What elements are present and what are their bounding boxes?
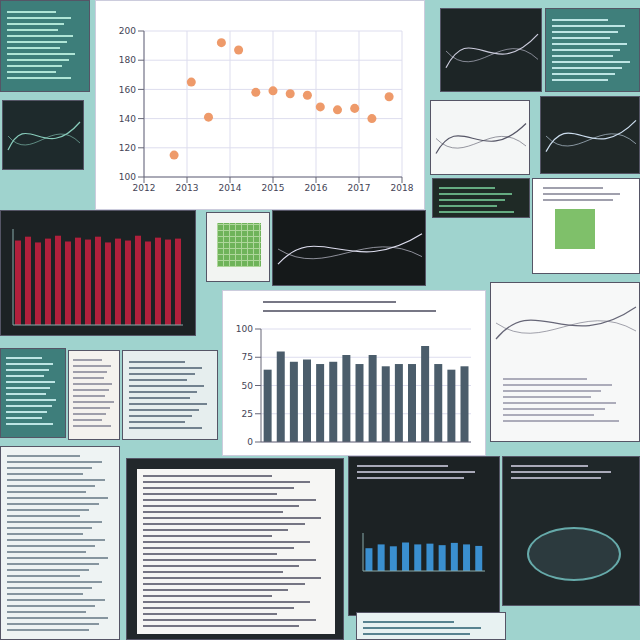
svg-text:140: 140 [119,114,136,124]
svg-text:100: 100 [236,324,253,334]
svg-text:2016: 2016 [305,183,328,193]
svg-text:180: 180 [119,55,136,65]
svg-text:160: 160 [119,85,136,95]
svg-text:2018: 2018 [391,183,414,193]
svg-text:2014: 2014 [219,183,242,193]
svg-text:200: 200 [119,26,136,36]
svg-text:75: 75 [242,352,253,362]
svg-text:120: 120 [119,143,136,153]
svg-text:2013: 2013 [176,183,199,193]
svg-text:0: 0 [247,437,253,447]
svg-text:2017: 2017 [348,183,371,193]
svg-text:50: 50 [242,381,254,391]
svg-text:2015: 2015 [262,183,285,193]
svg-text:25: 25 [242,409,253,419]
svg-text:100: 100 [119,172,136,182]
svg-text:2012: 2012 [133,183,156,193]
